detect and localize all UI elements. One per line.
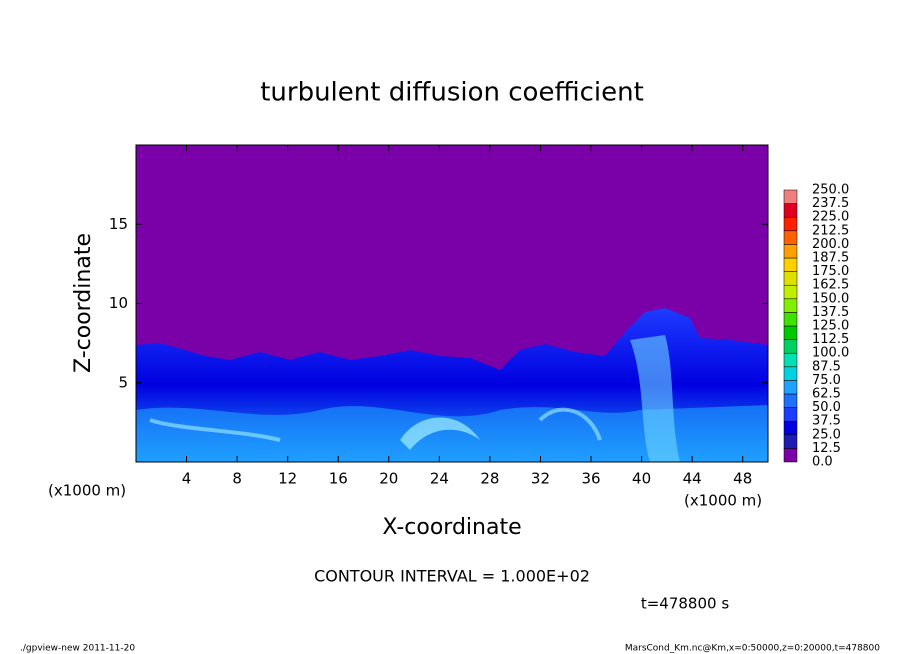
colorbar-label: 225.0 [812,210,849,225]
footer-left: ./gpview-new 2011-11-20 [20,644,135,654]
colorbar-label: 237.5 [812,196,849,211]
x-tick-label: 16 [329,470,348,488]
colorbar-label: 62.5 [812,387,841,402]
x-tick-label: 12 [278,470,297,488]
colorbar-cell [783,312,798,327]
x-tick-label: 24 [430,470,449,488]
x-tick-label: 36 [581,470,600,488]
colorbar-label: 87.5 [812,359,841,374]
x-unit-label: (x1000 m) [684,492,762,510]
colorbar-cell [783,257,798,272]
colorbar-label: 187.5 [812,251,849,266]
colorbar-label: 212.5 [812,223,849,238]
colorbar-label: 137.5 [812,305,849,320]
colorbar-cell [783,271,798,286]
x-unit-label: (x1000 m) [48,482,126,500]
colorbar-label: 175.0 [812,264,849,279]
colorbar-cell [783,325,798,340]
chart-title: turbulent diffusion coefficient [260,78,644,108]
colorbar-label: 200.0 [812,237,849,252]
colorbar-label: 162.5 [812,278,849,293]
colorbar-cell [783,203,798,218]
x-tick-label: 28 [480,470,499,488]
contour-field [135,144,769,463]
colorbar-cell [783,448,798,463]
colorbar-label: 100.0 [812,346,849,361]
colorbar-label: 112.5 [812,332,849,347]
colorbar-cell [783,366,798,381]
x-tick-label: 48 [733,470,752,488]
colorbar-label: 150.0 [812,291,849,306]
colorbar-cell [783,230,798,245]
y-axis-label: Z-coordinate [71,233,96,373]
colorbar-cell [783,420,798,436]
colorbar-cell [783,407,798,422]
x-tick-label: 8 [232,470,242,488]
colorbar-cell [783,284,798,300]
colorbar-label: 250.0 [812,183,849,198]
x-tick-label: 32 [531,470,550,488]
colorbar-cell [783,298,798,313]
y-tick-label: 10 [109,294,128,312]
colorbar-cell [783,244,798,259]
colorbar-cell [783,339,798,354]
colorbar-cell [783,393,798,408]
colorbar-label: 75.0 [812,373,841,388]
y-tick-label: 15 [109,215,128,233]
x-tick-label: 44 [683,470,702,488]
footer-right: MarsCond_Km.nc@Km,x=0:50000,z=0:20000,t=… [625,644,880,654]
contour-interval: CONTOUR INTERVAL = 1.000E+02 [314,567,590,586]
x-axis-label: X-coordinate [382,515,521,540]
time-label: t=478800 s [641,595,729,613]
colorbar-label: 37.5 [812,414,841,429]
colorbar-label: 50.0 [812,400,841,415]
colorbar-label: 125.0 [812,319,849,334]
y-tick-label: 5 [118,373,128,391]
colorbar-cell [783,189,798,204]
colorbar-label: 12.5 [812,441,841,456]
colorbar-label: 25.0 [812,427,841,442]
x-tick-label: 20 [379,470,398,488]
colorbar-cell [783,216,798,232]
colorbar-cell [783,352,798,368]
colorbar-cell [783,380,798,395]
x-tick-label: 4 [182,470,192,488]
x-tick-label: 40 [632,470,651,488]
colorbar-cell [783,434,798,449]
colorbar-label: 0.0 [812,455,833,470]
